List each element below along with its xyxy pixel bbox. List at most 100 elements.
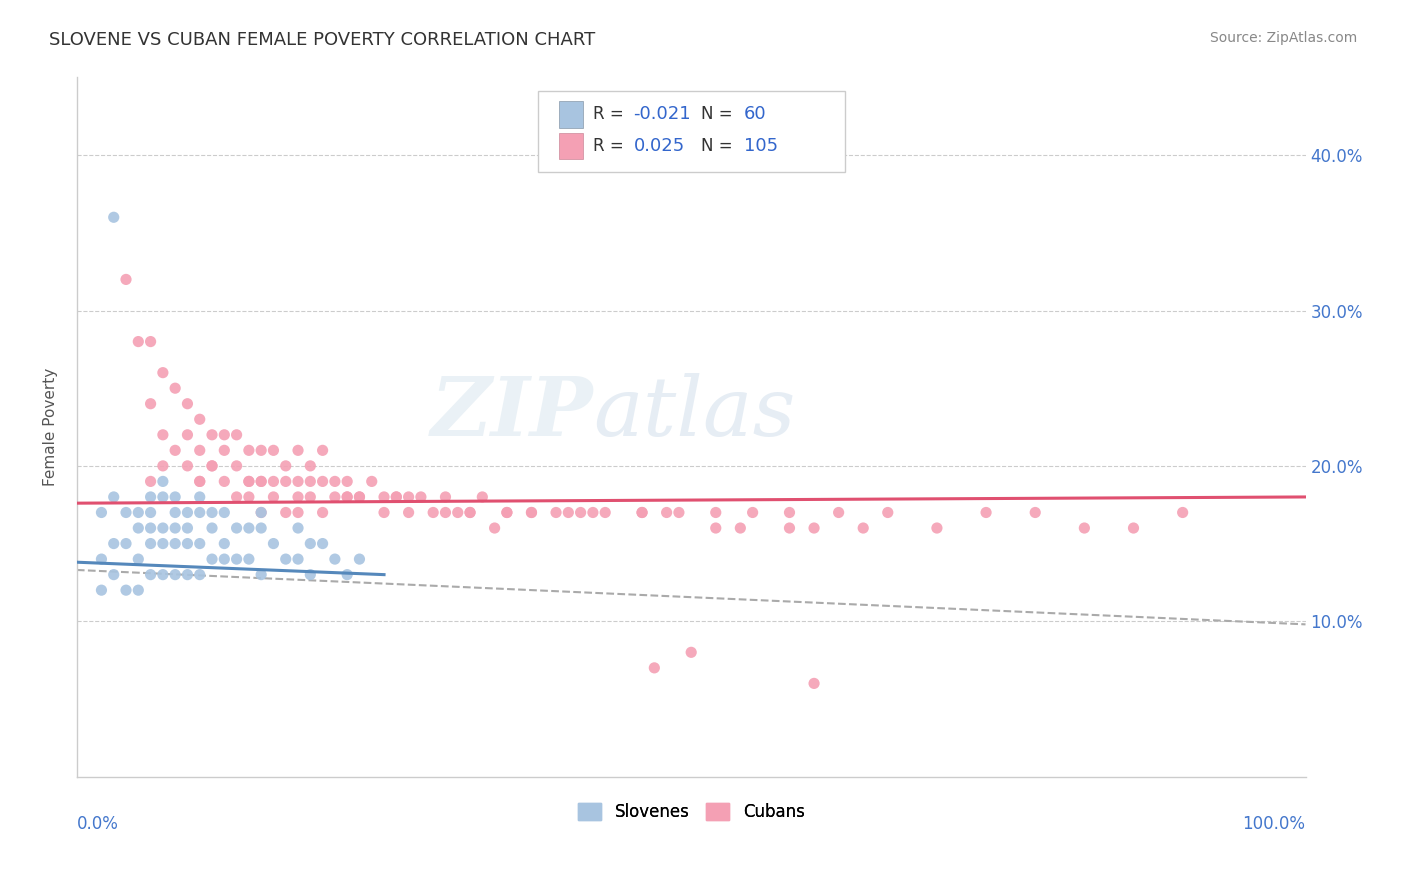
- Point: [631, 506, 654, 520]
- Point: [311, 506, 333, 520]
- Point: [262, 536, 284, 550]
- Point: [214, 506, 236, 520]
- Legend: Slovenes, Cubans: Slovenes, Cubans: [571, 797, 811, 828]
- Point: [876, 506, 898, 520]
- Point: [238, 552, 260, 566]
- Point: [730, 521, 752, 535]
- Point: [165, 521, 187, 535]
- Point: [631, 506, 654, 520]
- Point: [336, 475, 359, 489]
- Text: 0.025: 0.025: [634, 137, 685, 155]
- Point: [1171, 506, 1194, 520]
- Point: [115, 583, 138, 598]
- Point: [385, 490, 408, 504]
- Point: [311, 443, 333, 458]
- Point: [165, 536, 187, 550]
- Point: [214, 443, 236, 458]
- Text: -0.021: -0.021: [634, 105, 692, 123]
- Point: [349, 552, 371, 566]
- Point: [250, 506, 273, 520]
- Point: [115, 506, 138, 520]
- Point: [165, 381, 187, 395]
- Point: [214, 475, 236, 489]
- Point: [349, 490, 371, 504]
- Point: [349, 490, 371, 504]
- Point: [385, 490, 408, 504]
- Point: [214, 552, 236, 566]
- Point: [225, 552, 247, 566]
- Point: [274, 475, 297, 489]
- Point: [299, 567, 322, 582]
- Text: 100.0%: 100.0%: [1243, 815, 1306, 833]
- Point: [152, 536, 174, 550]
- FancyBboxPatch shape: [537, 91, 845, 172]
- Point: [188, 506, 211, 520]
- Point: [287, 521, 309, 535]
- Point: [152, 458, 174, 473]
- Point: [103, 536, 125, 550]
- Point: [139, 490, 162, 504]
- Point: [925, 521, 948, 535]
- Point: [250, 521, 273, 535]
- Point: [323, 475, 346, 489]
- Point: [188, 475, 211, 489]
- Point: [827, 506, 849, 520]
- Point: [152, 567, 174, 582]
- Text: R =: R =: [593, 137, 628, 155]
- Point: [115, 272, 138, 286]
- Point: [287, 552, 309, 566]
- Text: N =: N =: [702, 105, 738, 123]
- Point: [262, 475, 284, 489]
- Point: [165, 506, 187, 520]
- Point: [287, 506, 309, 520]
- Point: [176, 397, 198, 411]
- Text: 60: 60: [744, 105, 766, 123]
- Point: [238, 475, 260, 489]
- Point: [127, 552, 149, 566]
- Point: [139, 521, 162, 535]
- Point: [779, 506, 801, 520]
- Point: [250, 475, 273, 489]
- Point: [103, 211, 125, 225]
- Point: [188, 536, 211, 550]
- Point: [398, 506, 420, 520]
- Point: [287, 443, 309, 458]
- Point: [127, 334, 149, 349]
- Point: [152, 366, 174, 380]
- Point: [225, 521, 247, 535]
- Point: [311, 475, 333, 489]
- Point: [655, 506, 678, 520]
- Point: [643, 661, 665, 675]
- Point: [238, 443, 260, 458]
- Point: [544, 506, 567, 520]
- Point: [152, 490, 174, 504]
- Point: [1073, 521, 1095, 535]
- Point: [311, 536, 333, 550]
- Point: [681, 645, 703, 659]
- Point: [201, 506, 224, 520]
- Text: atlas: atlas: [593, 373, 796, 453]
- Point: [299, 536, 322, 550]
- Point: [323, 490, 346, 504]
- Point: [287, 475, 309, 489]
- Point: [422, 506, 444, 520]
- Point: [238, 475, 260, 489]
- Point: [557, 506, 579, 520]
- Point: [152, 427, 174, 442]
- Text: 105: 105: [744, 137, 778, 155]
- Point: [152, 521, 174, 535]
- Point: [569, 506, 592, 520]
- Point: [704, 521, 727, 535]
- Point: [127, 506, 149, 520]
- Text: 0.0%: 0.0%: [77, 815, 118, 833]
- Point: [90, 552, 112, 566]
- Point: [201, 521, 224, 535]
- Point: [336, 490, 359, 504]
- Point: [668, 506, 690, 520]
- Point: [741, 506, 763, 520]
- Point: [201, 427, 224, 442]
- Point: [127, 583, 149, 598]
- Y-axis label: Female Poverty: Female Poverty: [44, 368, 58, 486]
- Point: [582, 506, 605, 520]
- Point: [471, 490, 494, 504]
